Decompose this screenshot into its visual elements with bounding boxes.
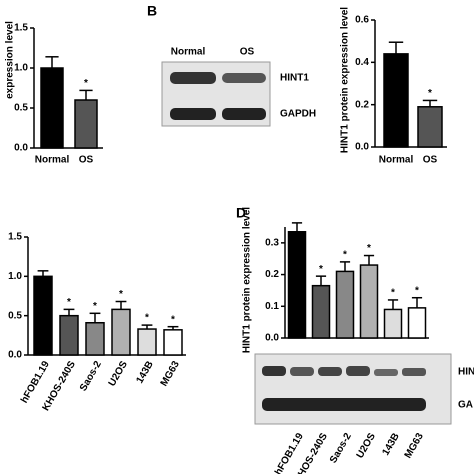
blot-band-label: GA [458,400,473,411]
bar [311,284,331,339]
y-tick-label: 0.6 [355,15,369,26]
y-axis-label: HINT1 protein expression level [242,207,253,353]
y-tick-label: 1.0 [8,271,22,282]
significance-marker: * [145,313,149,324]
y-tick-label: 0.0 [8,350,22,361]
significance-marker: * [343,250,347,261]
y-tick-label: 0.5 [8,310,22,321]
significance-marker: * [428,88,432,99]
y-tick-label: 1.5 [14,23,28,34]
y-tick-label: 0.0 [355,142,369,153]
bar [383,53,409,148]
blot-lane-label: OS [240,47,255,58]
significance-marker: * [67,297,71,308]
y-tick-label: 0.3 [265,237,279,248]
bar [59,314,79,356]
blot-band-label: HIN [458,367,474,378]
blot-d [254,353,452,425]
bar [335,270,355,339]
blot-lane-label: Normal [171,47,206,58]
panel-letter: B [147,3,157,19]
bar [111,308,131,356]
x-tick-label: Normal [379,155,414,166]
bar [407,307,427,339]
bar [383,308,403,339]
x-tick-label: Normal [35,155,70,166]
bar [417,106,443,148]
significance-marker: * [367,243,371,254]
bar [85,321,105,356]
y-axis-label: expression level [5,21,16,99]
bar [33,275,53,356]
blot-b [161,61,271,127]
significance-marker: * [171,314,175,325]
y-axis-label: HINT1 protein expression level [340,7,351,153]
significance-marker: * [119,289,123,300]
y-tick-label: 0.4 [355,57,369,68]
y-tick-label: 0.2 [355,99,369,110]
x-tick-label: OS [79,155,94,166]
panel-letter: D [236,205,246,221]
y-tick-label: 0.1 [265,301,279,312]
significance-marker: * [415,285,419,296]
bar [74,99,98,149]
y-tick-label: 1.0 [14,63,28,74]
bar [40,67,64,149]
bar [359,264,379,339]
significance-marker: * [84,78,88,89]
y-tick-label: 0.2 [265,269,279,280]
x-tick-label: OS [423,155,438,166]
blot-band-label: GAPDH [280,109,316,120]
y-tick-label: 0.0 [14,143,28,154]
y-tick-label: 1.5 [8,232,22,243]
bar [137,328,157,356]
significance-marker: * [319,264,323,275]
bar [287,231,307,339]
blot-band-label: HINT1 [280,73,309,84]
y-tick-label: 0.0 [265,333,279,344]
significance-marker: * [93,301,97,312]
y-tick-label: 0.5 [14,103,28,114]
bar [163,329,183,356]
significance-marker: * [391,288,395,299]
